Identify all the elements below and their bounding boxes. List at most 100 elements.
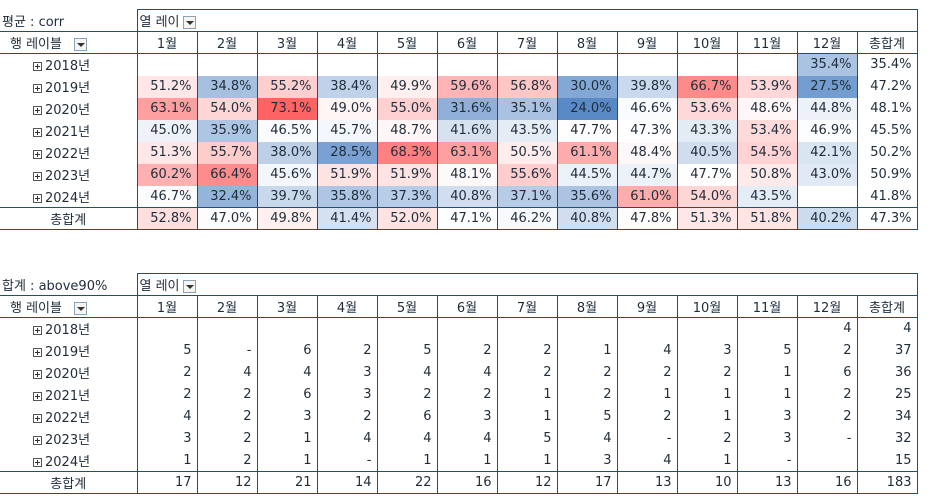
grand-total-row: 총합계 17 12 21 14 22 16 12 17 13 10 13 16 183 [0,471,918,494]
value-cell: 61.1% [556,141,617,164]
expand-icon[interactable] [33,392,42,401]
grand-total-cell: 183 [856,471,918,494]
year-row-label[interactable]: 2019년 [0,76,137,98]
expand-icon[interactable] [33,414,42,423]
value-cell [436,53,497,76]
month-header: 7월 [496,31,557,54]
grand-total-label: 총합계 [0,471,137,494]
expand-icon[interactable] [33,172,42,181]
value-cell: 54.0% [196,97,257,120]
value-cell: 3 [676,339,737,362]
value-cell: 2 [376,383,437,406]
month-header: 총합계 [856,31,918,54]
value-cell: 46.6% [616,97,677,120]
table-row: 2023년 3 2 1 4 4 4 5 4-2 3-32 [0,427,918,450]
expand-icon[interactable] [33,106,42,115]
year-label-text: 2018년 [45,323,91,339]
empty-header-cell [557,9,617,32]
expand-icon[interactable] [33,84,42,93]
column-filter-dropdown-icon[interactable] [182,16,196,29]
value-cell [256,317,317,340]
value-cell: 4 [316,427,377,450]
year-row-label[interactable]: 2020년 [0,362,137,384]
value-cell: 44.8% [796,97,857,120]
value-cell: 35.9% [196,119,257,142]
value-cell: 32 [856,427,918,450]
expand-icon[interactable] [33,370,42,379]
row-labels-header: 행 레이블 [0,31,137,54]
value-cell: - [196,339,257,362]
year-row-label[interactable]: 2018년 [0,54,137,76]
expand-icon[interactable] [33,436,42,445]
header-row-months: 행 레이블 1월 2월 3월 4월 5월 6월 7월 8월 9월 10월 11월 12월 총합계 [0,295,918,318]
year-row-label[interactable]: 2022년 [0,142,137,164]
month-header: 총합계 [856,295,918,318]
value-cell: 1 [556,339,617,362]
value-cell: 59.6% [436,75,497,98]
value-cell: 37.1% [496,185,557,208]
value-cell: 2 [556,383,617,406]
value-cell: 73.1% [256,97,317,120]
value-cell: 54.0% [676,185,737,208]
grand-total-cell: 12 [496,471,557,494]
value-cell: 66.4% [196,163,257,186]
year-row-label[interactable]: 2023년 [0,428,137,450]
table-row: 2024년 1 2 1-1 1 1 3 4 1-15 [0,449,918,472]
value-cell: 43.5% [496,119,557,142]
row-filter-dropdown-icon[interactable] [73,302,87,315]
year-row-label[interactable]: 2024년 [0,186,137,208]
value-cell: 38.0% [256,141,317,164]
grand-total-cell: 47.0% [196,207,257,230]
table-row: 2020년 2 4 4 3 4 4 2 2 2 2 1 6 36 [0,361,918,384]
grand-total-cell: 14 [316,471,377,494]
value-cell: 39.7% [256,185,317,208]
year-row-label[interactable]: 2022년 [0,406,137,428]
expand-icon[interactable] [33,62,42,72]
expand-icon[interactable] [33,193,42,203]
value-cell [496,317,557,340]
year-row-label[interactable]: 2020년 [0,98,137,120]
value-cell: 1 [256,449,317,472]
year-row-label[interactable]: 2019년 [0,340,137,362]
value-cell [136,53,197,76]
year-row-label[interactable]: 2018년 [0,318,137,340]
grand-total-cell: 21 [256,471,317,494]
value-cell [496,53,557,76]
value-cell: 4 [256,361,317,384]
expand-icon[interactable] [33,150,42,159]
month-header: 3월 [256,295,317,318]
row-filter-dropdown-icon[interactable] [73,38,87,51]
value-cell: 2 [496,361,557,384]
year-row-label[interactable]: 2024년 [0,450,137,472]
year-row-label[interactable]: 2021년 [0,384,137,406]
expand-icon[interactable] [33,326,42,336]
value-cell: 2 [136,383,197,406]
month-header: 12월 [796,295,857,318]
month-header: 7월 [496,295,557,318]
year-row-label[interactable]: 2021년 [0,120,137,142]
value-cell: 45.5% [856,119,918,142]
value-cell [796,449,857,472]
expand-icon[interactable] [33,457,42,467]
column-filter-dropdown-icon[interactable] [182,280,196,293]
value-cell: - [316,449,377,472]
expand-icon[interactable] [33,348,42,357]
value-cell: 41.6% [436,119,497,142]
month-header: 3월 [256,31,317,54]
grand-total-cell: 17 [136,471,197,494]
value-cell: 3 [316,361,377,384]
header-row-top: 합계 : above90% 열 레이 [0,273,918,296]
value-cell: 49.9% [376,75,437,98]
year-row-label[interactable]: 2023년 [0,164,137,186]
column-labels-text: 열 레이 [139,15,180,30]
empty-header-cell [197,273,257,296]
value-cell: 1 [736,383,797,406]
table-row: 2019년 5-6 2 5 2 2 1 4 3 5 2 37 [0,339,918,362]
table-row: 2018년 4 4 [0,317,918,340]
empty-header-cell [797,273,857,296]
value-cell: 5 [136,339,197,362]
value-cell: 1 [676,405,737,428]
empty-header-cell [317,273,377,296]
year-label-text: 2021년 [45,125,91,140]
expand-icon[interactable] [33,128,42,137]
